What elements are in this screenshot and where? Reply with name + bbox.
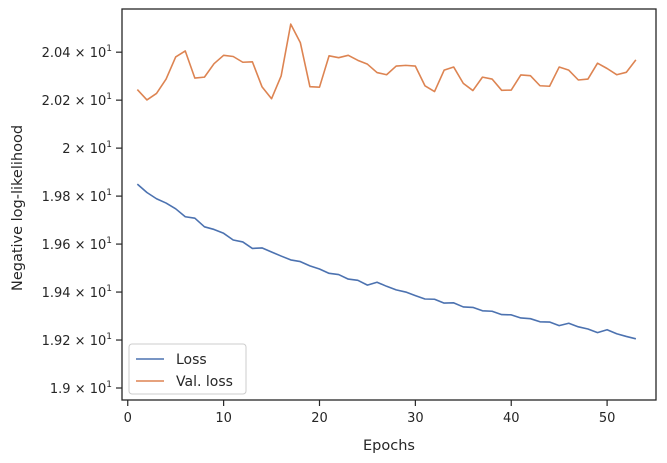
y-tick-label: 1.9 × 101 (50, 380, 112, 397)
y-tick-label: 2.02 × 101 (42, 92, 112, 109)
y-tick-label: 1.92 × 101 (42, 332, 112, 349)
y-tick-label: 1.98 × 101 (42, 188, 112, 205)
y-tick-label: 2.04 × 101 (42, 44, 112, 61)
x-tick-label: 0 (124, 411, 132, 426)
x-axis-ticks: 0 10 20 30 40 50 (124, 400, 616, 426)
y-tick-label: 1.94 × 101 (42, 284, 112, 301)
series-line-loss (136, 183, 637, 340)
x-tick-label: 20 (311, 411, 328, 426)
x-tick-label: 50 (599, 411, 616, 426)
plot-area (136, 23, 637, 340)
y-axis-label: Negative log-likelihood (10, 125, 26, 291)
x-tick-label: 10 (215, 411, 232, 426)
series-layer (136, 23, 637, 340)
y-tick-label: 1.96 × 101 (42, 236, 112, 253)
x-tick-label: 40 (503, 411, 520, 426)
legend: Loss Val. loss (128, 343, 247, 395)
x-axis-label: Epochs (363, 438, 415, 454)
axes-frame (121, 8, 657, 401)
series-line-val-loss (136, 23, 637, 101)
y-axis-ticks: 1.9 × 101 1.92 × 101 1.94 × 101 1.96 × 101 1… (42, 44, 122, 397)
legend-label-loss: Loss (176, 352, 207, 368)
x-tick-label: 30 (407, 411, 424, 426)
y-tick-label: 2 × 101 (62, 140, 112, 157)
legend-label-val-loss: Val. loss (176, 374, 233, 390)
